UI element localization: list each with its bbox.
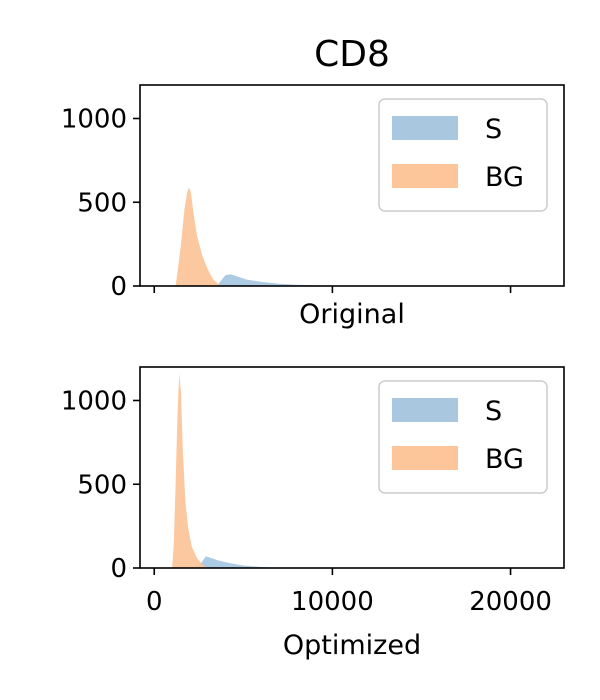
axes-frame (139, 84, 565, 287)
x-tick-label: 20000 (469, 587, 552, 617)
histogram-series-bg (175, 187, 224, 286)
histogram-series-s (197, 556, 297, 568)
legend-box (378, 98, 548, 212)
histogram-panel-1: 0 500 1000 Original S BG (61, 84, 565, 330)
x-tick-label: 10000 (291, 587, 374, 617)
y-tick-label: 1000 (61, 387, 127, 417)
legend-swatch-s (392, 398, 458, 422)
histogram-series-s (216, 274, 369, 286)
y-tick-label: 0 (110, 554, 127, 584)
y-tick-label: 500 (77, 188, 127, 218)
legend: S BG (378, 380, 548, 494)
legend-label-bg: BG (485, 444, 524, 475)
legend-swatch-s (392, 116, 458, 140)
y-tick-label: 500 (77, 470, 127, 500)
x-tick-label: 0 (146, 587, 163, 617)
axes-frame (139, 366, 565, 569)
legend-box (378, 380, 548, 494)
x-axis-label: Original (299, 299, 405, 330)
y-tick-label: 0 (110, 272, 127, 302)
histogram-series-bg (172, 373, 208, 568)
legend-swatch-bg (392, 164, 458, 188)
legend-label-s: S (485, 114, 502, 145)
chart-title: CD8 (314, 34, 390, 75)
legend: S BG (378, 98, 548, 212)
legend-label-bg: BG (485, 162, 524, 193)
legend-swatch-bg (392, 446, 458, 470)
x-axis-label: Optimized (283, 630, 421, 661)
legend-label-s: S (485, 396, 502, 427)
y-tick-label: 1000 (61, 105, 127, 135)
